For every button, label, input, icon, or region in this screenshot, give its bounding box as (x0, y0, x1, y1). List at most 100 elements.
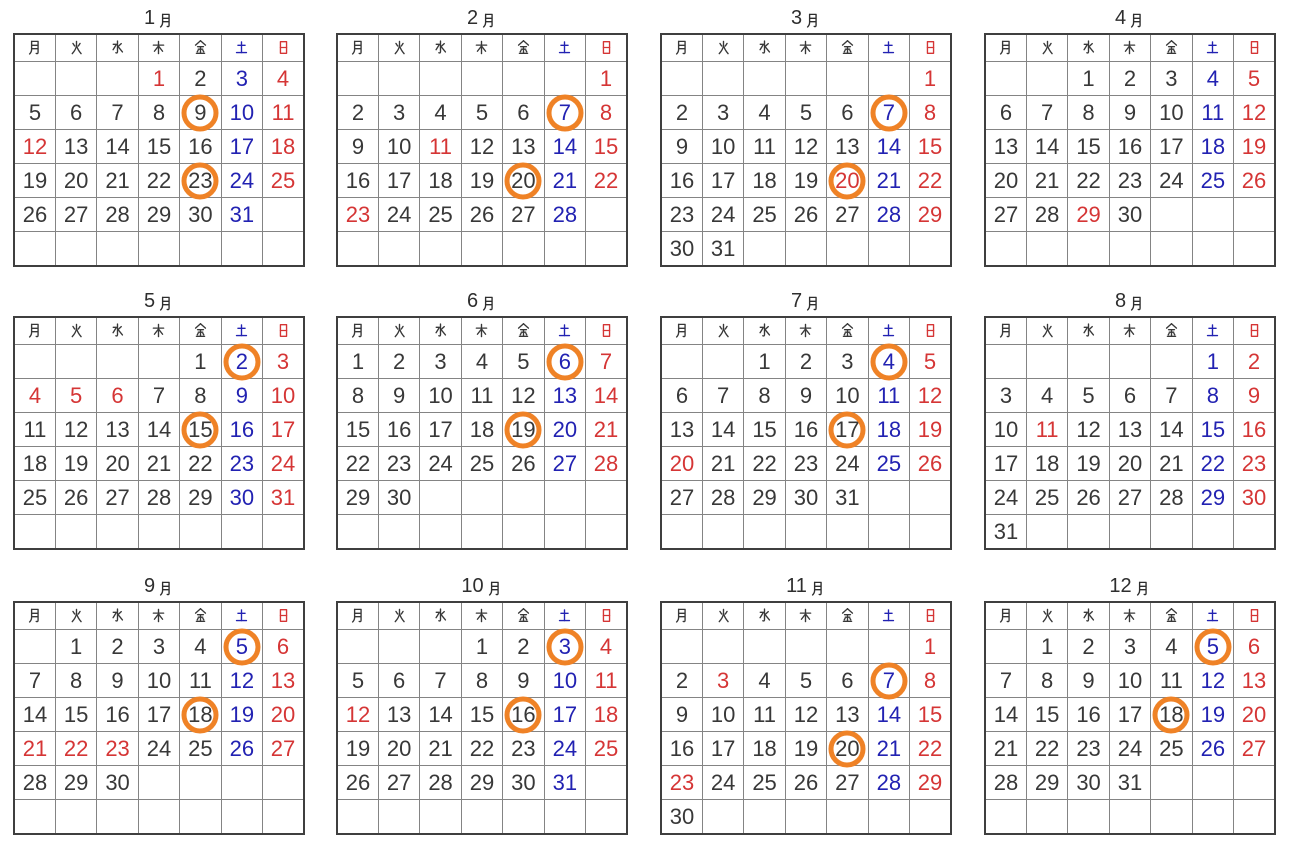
date-cell: 30 (377, 480, 421, 515)
date-number: 28 (552, 201, 578, 227)
month-title: 10 (336, 574, 628, 599)
kanji-moku-icon (150, 322, 167, 339)
date-cell: 25 (1191, 163, 1235, 198)
date-number: 26 (511, 450, 536, 476)
week-row: 19 20 21 22 23 24 25 (336, 731, 628, 766)
week-row: 1 2 3 4 5 (984, 61, 1276, 96)
empty-cell (262, 231, 305, 267)
date-number: 20 (63, 167, 89, 193)
empty-cell (502, 514, 545, 550)
date-cell: 4 (867, 343, 911, 380)
weekday-header (660, 601, 703, 630)
date-number: 24 (1117, 735, 1143, 761)
date-number: 5 (351, 667, 365, 693)
date-cell: 10 (419, 378, 462, 413)
date-cell: 2 (179, 61, 222, 96)
empty-cell (137, 514, 181, 550)
date-cell: 7 (13, 663, 56, 698)
date-number: 27 (993, 201, 1019, 227)
date-number: 18 (469, 416, 495, 442)
empty-cell (96, 344, 139, 379)
kanji-sui-icon (1080, 322, 1097, 339)
date-number: 24 (710, 769, 736, 795)
date-number: 16 (1076, 701, 1101, 727)
month-table: 1 2 3 4 5 6 7 8 9 10 11 12 13 14 15 16 17 18 19 20 21 22 23 24 2… (984, 316, 1276, 550)
date-number: 30 (1241, 484, 1267, 510)
date-cell: 12 (54, 412, 98, 447)
date-cell: 1 (1025, 629, 1069, 664)
date-number: 9 (1082, 667, 1095, 693)
empty-cell (502, 231, 545, 267)
date-cell: 29 (336, 480, 379, 515)
date-cell: 21 (13, 731, 56, 766)
empty-cell (419, 231, 462, 267)
date-number: 23 (1076, 735, 1101, 761)
date-cell: 11 (179, 663, 222, 698)
date-number: 15 (1034, 701, 1060, 727)
weekday-header-row (336, 316, 628, 345)
date-cell: 4 (460, 344, 504, 379)
weekday-header (502, 316, 545, 345)
kanji-moku-icon (797, 607, 814, 624)
kanji-nichi-icon (598, 607, 615, 624)
date-cell: 21 (585, 412, 628, 447)
date-cell: 1 (909, 629, 952, 664)
date-number: 5 (799, 99, 813, 125)
date-number: 20 (270, 701, 296, 727)
date-number: 12 (793, 701, 819, 727)
empty-cell (585, 197, 628, 232)
empty-cell (262, 197, 305, 232)
date-cell: 18 (460, 412, 504, 447)
kanji-kin-icon (515, 322, 532, 339)
date-number: 28 (22, 769, 48, 795)
date-cell: 3 (419, 344, 462, 379)
date-number: 23 (669, 769, 695, 795)
date-cell: 23 (1108, 163, 1152, 198)
date-cell: 25 (743, 197, 786, 232)
empty-cell (660, 61, 703, 96)
date-number: 29 (469, 769, 495, 795)
date-cell: 20 (826, 162, 869, 199)
weekday-header (1150, 601, 1193, 630)
date-number: 26 (793, 201, 819, 227)
date-cell: 11 (585, 663, 628, 698)
weekday-header (1108, 601, 1152, 630)
weekday-header (13, 601, 56, 630)
date-number: 18 (1200, 133, 1226, 159)
date-number: 4 (1041, 382, 1054, 408)
week-row: 15 16 17 18 19 20 21 (336, 411, 628, 448)
date-cell: 19 (460, 163, 504, 198)
date-cell: 31 (220, 197, 264, 232)
weekday-header (336, 33, 379, 62)
kanji-ka-icon (715, 322, 732, 339)
date-number: 14 (993, 701, 1019, 727)
date-number: 19 (229, 701, 255, 727)
weekday-header (137, 316, 181, 345)
date-number: 3 (717, 667, 730, 693)
date-number: 7 (717, 382, 730, 408)
date-cell: 4 (1150, 629, 1193, 664)
weekday-header (179, 316, 222, 345)
date-number: 20 (835, 735, 860, 761)
date-cell: 23 (377, 446, 421, 481)
date-cell: 20 (660, 446, 703, 481)
date-cell: 31 (543, 765, 587, 800)
date-cell: 2 (1108, 61, 1152, 96)
date-number: 22 (917, 167, 943, 193)
kanji-getsu-icon (804, 295, 821, 312)
week-row: 23 24 25 26 27 28 29 (660, 765, 952, 800)
date-number: 25 (593, 735, 619, 761)
date-cell: 6 (96, 378, 139, 413)
date-number: 7 (1041, 99, 1054, 125)
date-number: 12 (1200, 667, 1226, 693)
week-row: 28 29 30 (13, 765, 305, 800)
date-cell: 11 (262, 95, 305, 130)
date-number: 20 (386, 735, 412, 761)
date-cell: 10 (543, 663, 587, 698)
date-cell: 23 (220, 446, 264, 481)
week-row: 1 (336, 61, 628, 96)
date-number: 17 (710, 735, 736, 761)
date-number: 23 (386, 450, 412, 476)
weekday-header (826, 33, 869, 62)
empty-cell (336, 231, 379, 267)
